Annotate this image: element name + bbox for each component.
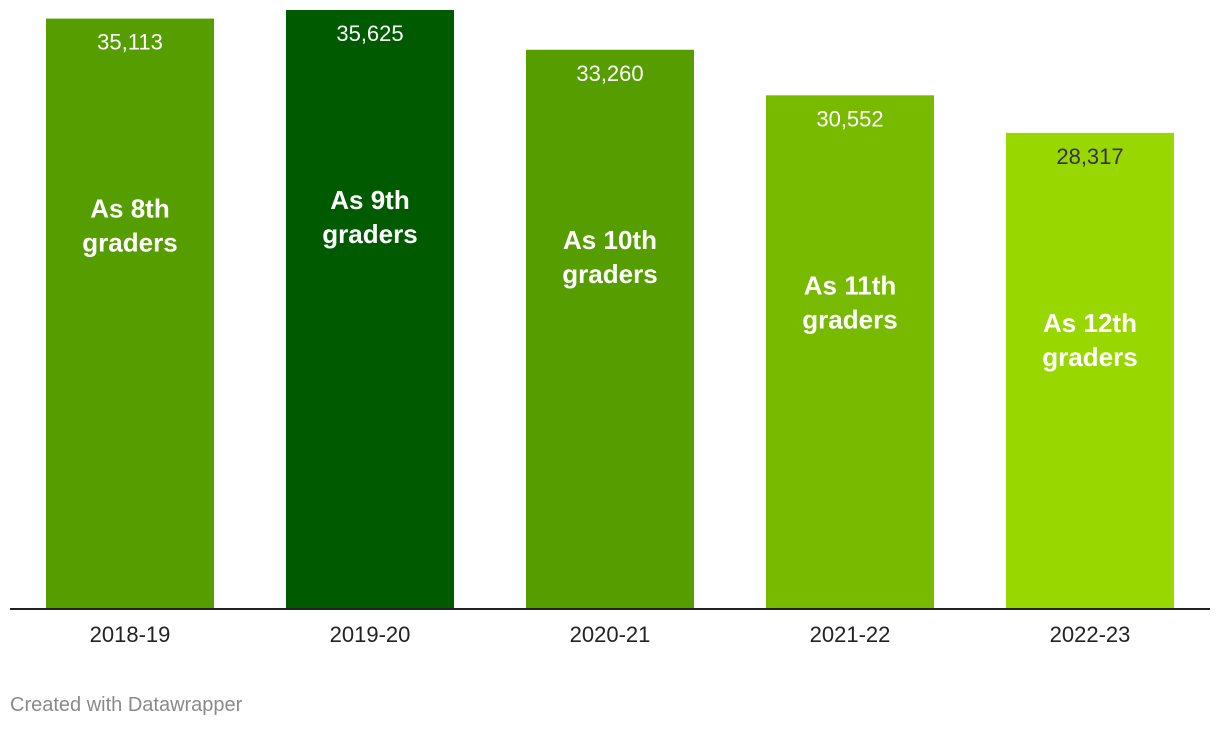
bar-annotation: graders xyxy=(322,219,417,249)
bar-annotation: graders xyxy=(1042,342,1137,372)
value-label: 33,260 xyxy=(576,61,643,86)
bar-annotation: As 9th xyxy=(330,185,409,215)
bar-annotation: graders xyxy=(82,228,177,258)
x-tick-label: 2020-21 xyxy=(570,622,651,647)
bar-2020-21 xyxy=(526,49,694,609)
value-label: 35,625 xyxy=(336,21,403,46)
x-tick-label: 2021-22 xyxy=(810,622,891,647)
x-tick-label: 2019-20 xyxy=(330,622,411,647)
datawrapper-credit: Created with Datawrapper xyxy=(10,694,243,716)
bar-annotation: As 11th xyxy=(804,270,897,300)
bar-2019-20 xyxy=(286,10,454,609)
bar-2021-22 xyxy=(766,95,934,609)
bar-annotation: As 12th xyxy=(1043,308,1137,338)
x-tick-label: 2018-19 xyxy=(90,622,171,647)
bars-group xyxy=(46,10,1174,610)
x-tick-label: 2022-23 xyxy=(1050,622,1131,647)
bar-2022-23 xyxy=(1006,132,1174,610)
labels-group: 35,113 As 8th graders 2018-19 35,625 As 9th gr… xyxy=(82,21,1137,647)
bar-annotation: graders xyxy=(802,304,897,334)
value-label: 35,113 xyxy=(97,30,163,55)
bar-annotation: graders xyxy=(562,259,657,289)
bar-chart: 35,113 As 8th graders 2018-19 35,625 As 9th gr… xyxy=(10,10,1210,647)
value-label: 28,317 xyxy=(1056,144,1123,169)
bar-annotation: As 8th xyxy=(90,194,169,224)
bar-annotation: As 10th xyxy=(563,225,657,255)
bar-2018-19 xyxy=(46,18,214,610)
value-label: 30,552 xyxy=(816,106,883,131)
